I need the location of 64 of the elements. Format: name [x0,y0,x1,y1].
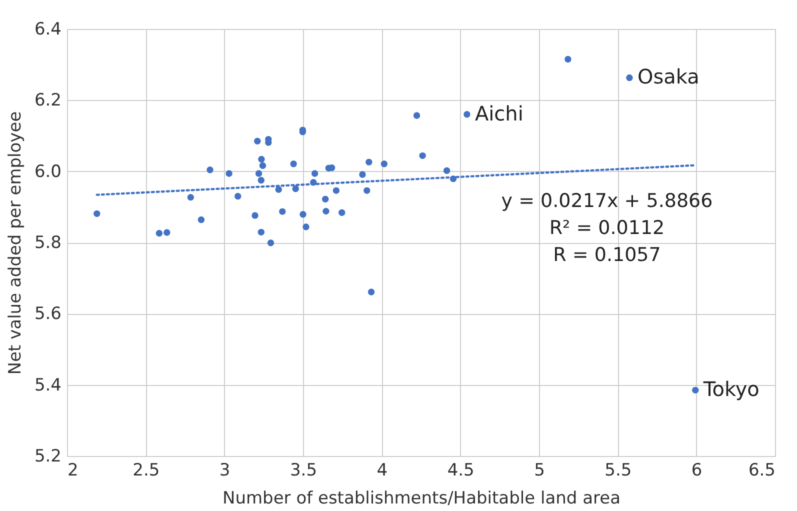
point [255,170,262,177]
point [366,158,372,166]
x-tick-label: 3 [219,460,230,480]
y-axis-title: Net value added per employee [5,111,26,375]
point [332,187,340,194]
point [359,171,366,178]
x-tick-label: 3.5 [290,460,318,480]
point [259,162,266,169]
point [338,209,346,216]
point [206,166,214,174]
x-tick-label: 6.5 [748,460,776,480]
point [234,192,242,200]
point [279,208,286,215]
point [692,386,699,394]
point [564,56,572,63]
point [275,186,282,193]
point [300,211,306,218]
x-tick-label: 4 [376,460,388,480]
x-tick-label: 6 [691,460,702,480]
point [226,170,232,177]
annotation: R = 0.1057 [553,244,661,266]
point [302,223,310,230]
point [322,208,330,215]
x-tick-label: 5.5 [604,460,632,480]
point [292,185,299,192]
point [164,229,170,236]
y-tick-label: 5.2 [34,446,62,466]
y-tick-label: 5.8 [34,233,62,253]
point [254,138,261,144]
x-axis-title: Number of establishments/Habitable land area [222,488,620,508]
point [258,228,265,236]
point [258,176,265,184]
y-tick-label: 6.2 [34,90,62,111]
point [443,167,450,174]
point [311,170,318,177]
point [252,212,258,219]
point [368,288,375,296]
point [322,196,329,202]
x-tick-label: 4.5 [447,460,474,480]
y-tick-label: 6.4 [34,20,62,40]
point [364,187,370,194]
point [464,111,470,118]
x-tick-label: 5 [534,460,545,480]
point [156,230,163,237]
point [413,112,420,119]
point [258,156,265,163]
y-tick-label: 6.0 [34,162,62,182]
annotation: Osaka [637,64,700,89]
annotation: Aichi [474,101,524,126]
point [94,210,100,218]
point [267,240,274,246]
annotation: R² = 0.0112 [549,217,665,239]
annotation: Tokyo [702,377,760,402]
x-tick-label: 2.5 [132,460,160,480]
y-tick-label: 5.4 [34,375,62,396]
point [290,160,297,168]
point [380,160,388,168]
point [419,152,426,160]
y-tick-label: 5.6 [34,304,62,324]
x-tick-label: 2 [68,460,78,480]
annotation: y = 0.0217x + 5.8866 [501,190,713,212]
point [626,74,633,82]
point [187,194,194,201]
point [198,216,205,224]
